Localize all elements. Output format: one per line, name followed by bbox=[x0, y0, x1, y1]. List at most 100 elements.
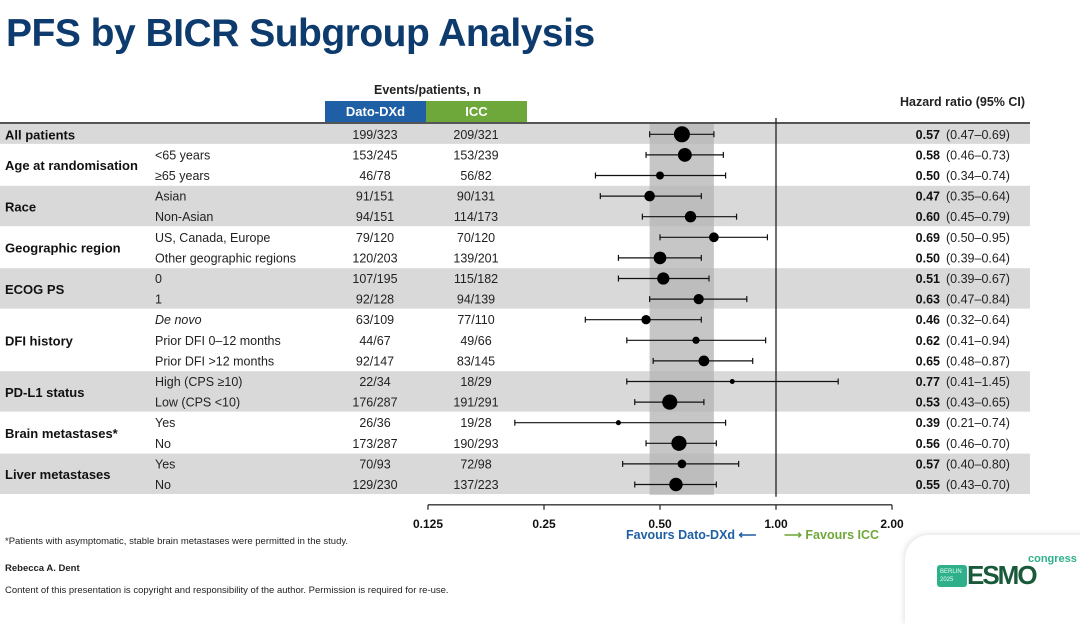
subgroup-label: Non-Asian bbox=[155, 210, 213, 224]
hr-ci: (0.32–0.64) bbox=[946, 313, 1010, 327]
hr-ci: (0.41–1.45) bbox=[946, 375, 1010, 389]
arm1-events: 120/203 bbox=[352, 251, 397, 265]
esmo-logo: BERLIN 2025 ESMO congress bbox=[905, 535, 1080, 625]
copyright: Content of this presentation is copyrigh… bbox=[5, 585, 449, 596]
arm1-header: Dato-DXd bbox=[325, 101, 426, 122]
hr-point bbox=[669, 477, 683, 492]
hr-point bbox=[729, 378, 735, 385]
arm2-events: 83/145 bbox=[457, 354, 495, 368]
hr-ci: (0.43–0.70) bbox=[946, 478, 1010, 492]
arm2-events: 209/321 bbox=[453, 128, 498, 142]
hr-value: 0.50 bbox=[916, 251, 940, 265]
arm1-events: 92/147 bbox=[356, 354, 394, 368]
hr-point bbox=[644, 190, 655, 202]
events-header: Events/patients, n bbox=[374, 83, 481, 97]
hr-point bbox=[677, 459, 687, 469]
arm2-events: 72/98 bbox=[460, 457, 491, 471]
group-label: Brain metastases* bbox=[5, 426, 119, 441]
group-label: Race bbox=[5, 199, 36, 214]
group-shade bbox=[0, 124, 1030, 145]
hr-value: 0.58 bbox=[916, 148, 940, 162]
subgroup-label: No bbox=[155, 437, 171, 451]
arm2-events: 190/293 bbox=[453, 437, 498, 451]
hr-value: 0.57 bbox=[916, 457, 940, 471]
arm1-events: 22/34 bbox=[359, 375, 390, 389]
logo-year: 2025 bbox=[940, 577, 954, 583]
x-tick-label: 1.00 bbox=[764, 517, 788, 531]
hr-value: 0.56 bbox=[916, 437, 940, 451]
hr-ci: (0.39–0.64) bbox=[946, 251, 1010, 265]
arrow-left-icon: ⟵ bbox=[738, 528, 757, 542]
arm1-events: 26/36 bbox=[359, 416, 390, 430]
hr-value: 0.50 bbox=[916, 169, 940, 183]
subgroup-label: Prior DFI >12 months bbox=[155, 354, 274, 368]
arm2-events: 115/182 bbox=[454, 272, 498, 286]
hr-value: 0.53 bbox=[916, 396, 940, 410]
hr-ci: (0.46–0.70) bbox=[946, 437, 1010, 451]
hr-point bbox=[684, 211, 697, 223]
subgroup-label: <65 years bbox=[155, 148, 210, 162]
hr-ci: (0.40–0.80) bbox=[946, 457, 1010, 471]
hr-ci: (0.39–0.67) bbox=[946, 272, 1010, 286]
arm1-events: 199/323 bbox=[352, 128, 397, 142]
arm1-events: 176/287 bbox=[352, 396, 397, 410]
subgroup-label: No bbox=[155, 478, 171, 492]
subgroup-label: Prior DFI 0–12 months bbox=[155, 334, 281, 348]
arm2-events: 56/82 bbox=[460, 169, 491, 183]
hr-point bbox=[677, 147, 692, 162]
arrow-right-icon: ⟶ bbox=[784, 528, 802, 542]
group-shade bbox=[0, 268, 1030, 310]
arm2-events: 153/239 bbox=[453, 148, 498, 162]
arm1-events: 92/128 bbox=[356, 293, 394, 307]
group-label: Liver metastases bbox=[5, 467, 111, 482]
subgroup-label: US, Canada, Europe bbox=[155, 231, 270, 245]
group-shade bbox=[0, 371, 1030, 413]
hr-point bbox=[662, 394, 678, 410]
hr-value: 0.39 bbox=[916, 416, 940, 430]
group-label: All patients bbox=[5, 127, 75, 142]
hr-ci: (0.47–0.84) bbox=[946, 293, 1010, 307]
arm2-header: ICC bbox=[426, 101, 527, 122]
group-shade bbox=[0, 185, 1030, 227]
subgroup-label: 1 bbox=[155, 293, 162, 307]
hr-point bbox=[615, 420, 621, 426]
favours-left: Favours Dato-DXd ⟵ bbox=[626, 527, 756, 542]
arm2-events: 137/223 bbox=[453, 478, 498, 492]
arm1-events: 129/230 bbox=[352, 478, 397, 492]
hr-value: 0.77 bbox=[916, 375, 940, 389]
group-label: ECOG PS bbox=[5, 282, 65, 297]
hr-point bbox=[673, 126, 690, 143]
subgroup-label: De novo bbox=[155, 313, 202, 327]
forest-plot: All patients Age at randomisation Race Geog… bbox=[0, 118, 1030, 531]
arm1-events: 63/109 bbox=[356, 313, 394, 327]
arm2-events: 139/201 bbox=[453, 251, 498, 265]
x-tick-label: 0.125 bbox=[413, 517, 443, 531]
arm2-events: 18/29 bbox=[460, 375, 491, 389]
group-shade bbox=[0, 453, 1030, 495]
page-title: PFS by BICR Subgroup Analysis bbox=[6, 12, 595, 55]
hr-ci: (0.48–0.87) bbox=[946, 354, 1010, 368]
arm1-events: 91/151 bbox=[356, 190, 394, 204]
hr-value: 0.51 bbox=[916, 272, 940, 286]
logo-city: BERLIN bbox=[940, 569, 962, 575]
subgroup-label: Yes bbox=[155, 416, 175, 430]
x-tick-label: 2.00 bbox=[880, 517, 904, 531]
hr-point bbox=[657, 272, 670, 285]
hr-value: 0.62 bbox=[916, 334, 940, 348]
x-tick-label: 0.50 bbox=[648, 517, 672, 531]
arm1-events: 70/93 bbox=[359, 457, 390, 471]
arm2-events: 19/28 bbox=[460, 416, 491, 430]
hr-value: 0.60 bbox=[916, 210, 940, 224]
hr-value: 0.63 bbox=[916, 293, 940, 307]
hr-point bbox=[656, 171, 664, 180]
subgroup-label: Yes bbox=[155, 457, 175, 471]
arm2-events: 49/66 bbox=[460, 334, 491, 348]
author: Rebecca A. Dent bbox=[5, 563, 80, 574]
hr-ci: (0.50–0.95) bbox=[946, 231, 1010, 245]
subgroup-label: Low (CPS <10) bbox=[155, 396, 240, 410]
arm2-events: 77/110 bbox=[457, 313, 494, 327]
favours-left-label: Favours Dato-DXd bbox=[626, 528, 736, 542]
subgroup-label: ≥65 years bbox=[155, 169, 210, 183]
favours-right: ⟶ Favours ICC bbox=[784, 527, 879, 542]
arm2-events: 90/131 bbox=[457, 190, 495, 204]
